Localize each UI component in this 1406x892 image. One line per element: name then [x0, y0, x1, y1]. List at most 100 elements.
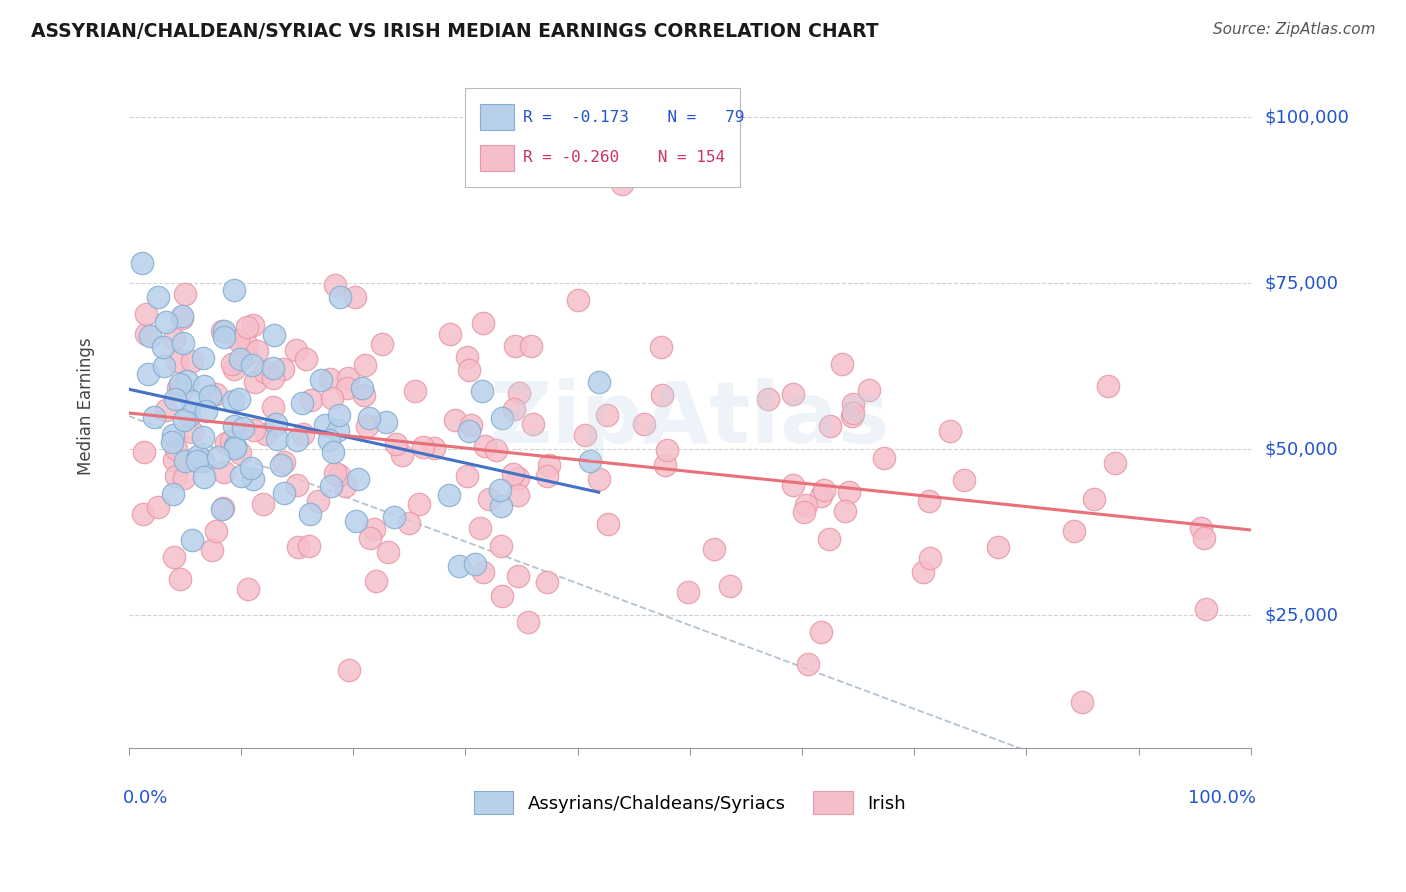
Point	[838, 484, 860, 499]
Point	[422, 441, 444, 455]
Point	[834, 503, 856, 517]
Point	[488, 483, 510, 497]
Point	[506, 568, 529, 582]
Point	[508, 488, 530, 502]
Point	[235, 348, 257, 362]
Point	[155, 402, 177, 417]
Point	[204, 524, 226, 538]
Point	[506, 471, 529, 485]
Point	[243, 375, 266, 389]
Point	[170, 383, 193, 397]
Point	[181, 394, 204, 409]
Point	[1063, 524, 1085, 539]
Point	[536, 468, 558, 483]
Point	[135, 307, 157, 321]
Point	[718, 579, 741, 593]
Point	[242, 423, 264, 437]
Point	[520, 338, 543, 352]
Point	[363, 522, 385, 536]
Point	[193, 454, 215, 468]
Point	[132, 507, 155, 521]
Point	[574, 428, 596, 442]
Point	[215, 435, 238, 450]
Point	[503, 339, 526, 353]
Point	[333, 479, 356, 493]
Point	[191, 351, 214, 365]
Point	[447, 558, 470, 573]
Point	[522, 417, 544, 431]
Point	[264, 417, 287, 432]
Point	[186, 454, 208, 468]
Point	[136, 368, 159, 382]
Point	[319, 479, 342, 493]
Point	[242, 472, 264, 486]
Point	[166, 353, 188, 368]
Point	[458, 363, 481, 377]
Point	[222, 394, 245, 409]
Point	[810, 625, 832, 640]
Point	[655, 443, 678, 458]
Point	[235, 337, 257, 351]
Point	[502, 467, 524, 482]
Point	[329, 290, 352, 304]
Point	[366, 574, 388, 588]
Text: 100.0%: 100.0%	[1188, 789, 1257, 807]
Text: ASSYRIAN/CHALDEAN/SYRIAC VS IRISH MEDIAN EARNINGS CORRELATION CHART: ASSYRIAN/CHALDEAN/SYRIAC VS IRISH MEDIAN…	[31, 22, 879, 41]
Point	[201, 543, 224, 558]
Point	[987, 541, 1010, 555]
Point	[489, 499, 512, 513]
Point	[398, 516, 420, 531]
Point	[336, 371, 359, 385]
Point	[167, 381, 190, 395]
Point	[1189, 521, 1212, 535]
Point	[246, 343, 269, 358]
Point	[491, 411, 513, 425]
Point	[211, 502, 233, 516]
Point	[810, 489, 832, 503]
Point	[328, 408, 350, 422]
Point	[146, 500, 169, 515]
Point	[408, 497, 430, 511]
Point	[273, 486, 295, 500]
Point	[377, 545, 399, 559]
Point	[263, 327, 285, 342]
Point	[262, 360, 284, 375]
Point	[224, 419, 246, 434]
Point	[166, 469, 188, 483]
Point	[287, 540, 309, 554]
Point	[391, 448, 413, 462]
Point	[831, 357, 853, 371]
Point	[173, 413, 195, 427]
Point	[148, 290, 170, 304]
Point	[818, 533, 841, 547]
Point	[163, 453, 186, 467]
Point	[858, 383, 880, 397]
Point	[404, 384, 426, 399]
Point	[382, 509, 405, 524]
Point	[567, 293, 589, 308]
Point	[211, 325, 233, 339]
Point	[912, 565, 935, 579]
Point	[460, 417, 482, 432]
Point	[1097, 378, 1119, 392]
Legend: Assyrians/Chaldeans/Syriacs, Irish: Assyrians/Chaldeans/Syriacs, Irish	[474, 791, 905, 814]
Text: Source: ZipAtlas.com: Source: ZipAtlas.com	[1212, 22, 1375, 37]
Point	[224, 441, 246, 455]
Point	[321, 391, 343, 405]
Point	[207, 450, 229, 464]
Point	[191, 430, 214, 444]
Point	[323, 277, 346, 292]
Point	[187, 450, 209, 464]
Point	[205, 387, 228, 401]
Point	[262, 370, 284, 384]
Point	[412, 441, 434, 455]
Point	[291, 396, 314, 410]
Point	[229, 446, 252, 460]
Point	[132, 445, 155, 459]
Text: R = -0.260    N = 154: R = -0.260 N = 154	[523, 151, 724, 165]
Point	[170, 311, 193, 326]
Point	[172, 335, 194, 350]
Point	[328, 468, 350, 483]
Point	[169, 572, 191, 586]
Point	[165, 442, 187, 457]
